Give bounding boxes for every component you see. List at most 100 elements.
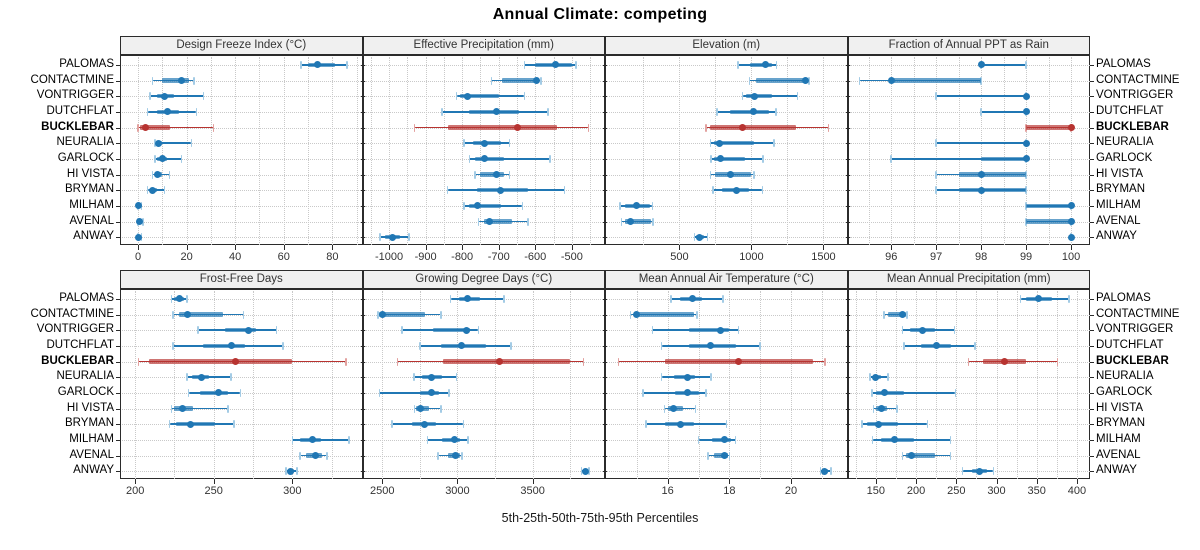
whisker-cap-5 xyxy=(901,326,904,335)
median-dot xyxy=(178,77,186,84)
y-tick xyxy=(1090,439,1094,441)
whisker-cap-95 xyxy=(722,294,724,303)
median-dot xyxy=(898,311,906,318)
y-tick xyxy=(603,174,607,176)
box-25-75 xyxy=(308,62,335,68)
y-tick xyxy=(1090,345,1094,347)
row-label-anway: ANWAY xyxy=(73,464,114,477)
whisker-5-95 xyxy=(891,158,1027,160)
x-tick-label: 0 xyxy=(134,251,142,263)
whisker-cap-95 xyxy=(906,310,908,319)
gridline xyxy=(235,57,237,245)
whisker-cap-95 xyxy=(527,217,529,226)
y-tick xyxy=(603,80,607,82)
gridline xyxy=(607,205,848,207)
row-label-garlock: GARLOCK xyxy=(1096,385,1153,398)
x-tick-label: 3500 xyxy=(520,485,545,497)
x-tick-label: 400 xyxy=(1067,485,1087,497)
y-tick xyxy=(116,158,120,160)
row-labels-left: PALOMAS CONTACTMINE VONTRIGGER DUTCHFLAT BUC… xyxy=(0,289,114,479)
whisker-cap-5 xyxy=(154,154,156,163)
row-label-palomas: PALOMAS xyxy=(1096,57,1151,70)
y-tick xyxy=(603,127,607,129)
whisker-cap-95 xyxy=(163,186,166,195)
median-dot xyxy=(735,358,743,365)
x-tick xyxy=(823,245,825,250)
gridline xyxy=(122,455,363,457)
gridline xyxy=(1003,57,1005,245)
whisker-5-95 xyxy=(981,111,1027,113)
whisker-5-95 xyxy=(155,142,192,144)
x-axis-design-freeze-index-c: 0 20 40 60 80 xyxy=(120,245,363,267)
x-tick xyxy=(283,245,285,250)
row-label-dutchflat: DUTCHFLAT xyxy=(1096,104,1164,117)
y-tick xyxy=(360,80,365,82)
x-tick-label: 150 xyxy=(866,485,886,497)
median-dot xyxy=(309,436,317,444)
y-tick xyxy=(845,408,850,410)
gridline xyxy=(122,127,363,129)
strip-frost-free-days: Frost-Free Days xyxy=(120,270,363,289)
whisker-5-95 xyxy=(150,95,204,97)
y-tick xyxy=(116,298,120,300)
y-tick xyxy=(116,392,120,394)
y-tick xyxy=(1090,330,1094,332)
median-dot xyxy=(458,342,466,350)
whisker-cap-95 xyxy=(540,76,542,85)
whisker-cap-95 xyxy=(1025,60,1027,69)
x-tick xyxy=(498,245,500,250)
whisker-cap-5 xyxy=(710,154,712,163)
x-tick xyxy=(425,245,427,250)
median-dot xyxy=(178,405,186,412)
whisker-cap-95 xyxy=(954,388,957,397)
box-25-75 xyxy=(469,203,501,209)
gridline xyxy=(122,377,363,379)
median-dot xyxy=(149,186,157,194)
gridline xyxy=(636,291,638,479)
whisker-cap-95 xyxy=(710,373,712,382)
gridline xyxy=(122,64,363,66)
whisker-cap-95 xyxy=(728,451,731,460)
y-tick xyxy=(603,392,607,394)
whisker-cap-5 xyxy=(651,326,653,335)
x-tick xyxy=(916,479,918,484)
whisker-cap-95 xyxy=(467,435,469,444)
x-tick xyxy=(332,245,334,250)
x-tick-label: 1000 xyxy=(739,251,764,263)
median-dot xyxy=(1022,155,1030,163)
gridline xyxy=(868,57,870,245)
median-dot xyxy=(417,405,425,412)
y-tick xyxy=(603,205,607,207)
median-dot xyxy=(684,389,692,397)
box-25-75 xyxy=(713,453,728,458)
row-label-dutchflat: DUTCHFLAT xyxy=(1096,338,1164,351)
gridline xyxy=(607,424,848,426)
whisker-cap-95 xyxy=(233,420,235,429)
whisker-cap-5 xyxy=(463,201,465,210)
median-dot xyxy=(183,311,191,318)
median-dot xyxy=(919,326,926,334)
row-label-hi-vista: HI VISTA xyxy=(66,401,114,414)
y-tick xyxy=(360,174,365,176)
gridline xyxy=(1036,291,1038,479)
strip-design-freeze-index-c: Design Freeze Index (°C) xyxy=(120,36,363,55)
median-dot xyxy=(175,295,183,303)
x-tick-label: 250 xyxy=(947,485,966,497)
y-tick xyxy=(360,471,365,473)
x-tick-label: 1500 xyxy=(811,251,836,263)
median-dot xyxy=(450,436,458,444)
gridline xyxy=(936,57,938,245)
gridline xyxy=(213,291,215,479)
row-label-neuralia: NEURALIA xyxy=(56,136,114,149)
whisker-cap-5 xyxy=(146,107,149,116)
y-tick xyxy=(603,377,607,379)
median-dot xyxy=(881,389,889,397)
median-dot xyxy=(227,342,235,350)
whisker-cap-5 xyxy=(468,154,471,163)
whisker-cap-5 xyxy=(883,310,885,319)
gridline xyxy=(849,392,1090,394)
gridline xyxy=(364,439,605,441)
x-axis-mean-annual-precipitation-mm: 150 200 250 300 350 400 xyxy=(848,479,1091,501)
gridline xyxy=(407,57,409,245)
whisker-5-95 xyxy=(138,126,214,129)
